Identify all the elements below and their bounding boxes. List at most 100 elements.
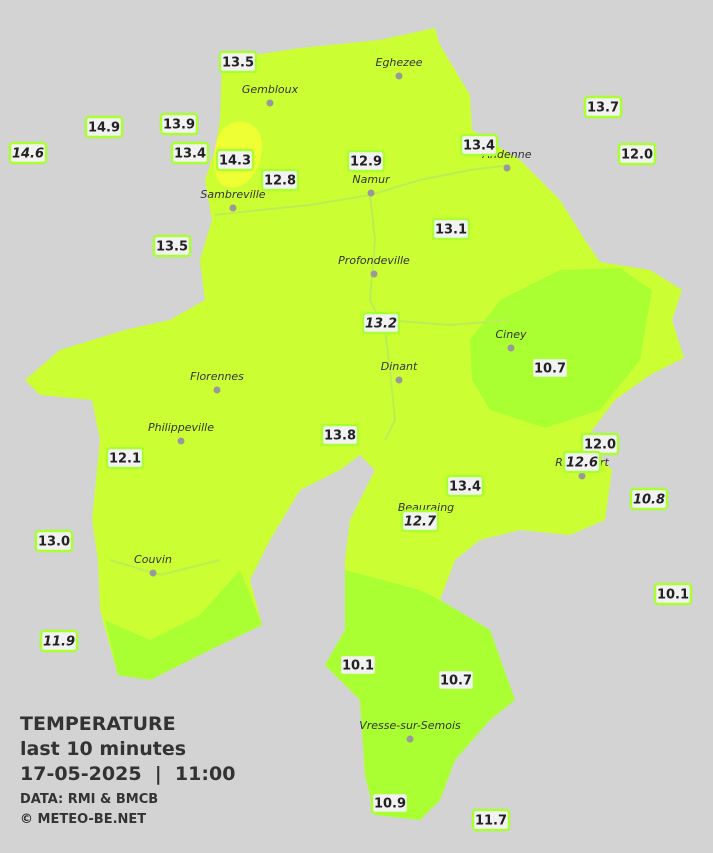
station-box xyxy=(338,653,378,677)
city-label: Ciney xyxy=(496,328,527,341)
station-value: 12.1 xyxy=(109,452,141,467)
city-dot xyxy=(213,386,221,394)
station-value: 13.4 xyxy=(463,139,495,154)
station-value: 13.5 xyxy=(156,240,188,255)
station: 13.1 xyxy=(431,217,471,241)
station-value: 13.4 xyxy=(174,147,206,162)
station: 12.6 xyxy=(562,450,602,474)
city-dot xyxy=(395,376,403,384)
station: 13.7 xyxy=(583,95,623,119)
station-value: 12.8 xyxy=(264,174,296,189)
station-value: 10.1 xyxy=(342,659,374,674)
city-label: Sambreville xyxy=(200,188,265,201)
station: 10.1 xyxy=(338,653,378,677)
station-value: 10.9 xyxy=(374,797,406,812)
station: 13.5 xyxy=(152,234,192,258)
station-value: 13.7 xyxy=(587,101,619,116)
city-dot xyxy=(149,569,157,577)
station-box xyxy=(159,112,199,136)
cooler-zone xyxy=(470,268,652,428)
station: 13.0 xyxy=(34,529,74,553)
station: 13.8 xyxy=(320,423,360,447)
station-value: 10.7 xyxy=(534,362,566,377)
station: 13.9 xyxy=(159,112,199,136)
station-value: 12.0 xyxy=(621,148,653,163)
station-value: 12.7 xyxy=(404,515,437,530)
station-box xyxy=(436,668,476,692)
station-box xyxy=(583,95,623,119)
city-label: Florennes xyxy=(190,370,244,383)
station-box xyxy=(346,149,386,173)
city-label: Philippeville xyxy=(148,421,214,434)
station: 12.1 xyxy=(105,446,145,470)
city-label: Dinant xyxy=(381,360,418,373)
station: 10.9 xyxy=(370,791,410,815)
station-value: 10.8 xyxy=(633,493,665,508)
station: 13.4 xyxy=(170,141,210,165)
city-dot xyxy=(507,344,515,352)
station-box xyxy=(617,142,657,166)
city-dot xyxy=(578,472,586,480)
station: 13.5 xyxy=(218,50,258,74)
station: 10.7 xyxy=(530,356,570,380)
city-dot xyxy=(503,164,511,172)
station-box xyxy=(320,423,360,447)
cooler-zone xyxy=(105,570,262,680)
station-value: 13.4 xyxy=(449,480,481,495)
station: 12.8 xyxy=(260,168,300,192)
station-box xyxy=(8,141,48,165)
station-value: 13.8 xyxy=(324,429,356,444)
station-box xyxy=(629,487,669,511)
station: 11.7 xyxy=(471,808,511,832)
station: 12.7 xyxy=(400,509,440,533)
station-value: 14.6 xyxy=(12,147,44,162)
station-value: 13.2 xyxy=(365,317,397,332)
station-box xyxy=(34,529,74,553)
legend-title: TEMPERATURE xyxy=(20,713,176,735)
station-box xyxy=(562,450,602,474)
station-box xyxy=(370,791,410,815)
station-value: 14.3 xyxy=(219,154,251,169)
city-label: Eghezee xyxy=(376,56,423,69)
station-box xyxy=(170,141,210,165)
station-value: 13.1 xyxy=(435,223,467,238)
station-value: 13.5 xyxy=(222,56,254,71)
city-dot xyxy=(395,72,403,80)
station: 14.6 xyxy=(8,141,48,165)
city-label: Profondeville xyxy=(338,254,410,267)
station: 13.2 xyxy=(361,311,401,335)
legend-datetime: 17-05-2025 | 11:00 xyxy=(20,763,235,785)
station-box xyxy=(218,50,258,74)
city-dot xyxy=(229,204,237,212)
station-box xyxy=(431,217,471,241)
station-value: 14.9 xyxy=(88,121,120,136)
station-box xyxy=(445,474,485,498)
city-label: Gembloux xyxy=(242,83,299,96)
station-box xyxy=(459,133,499,157)
station-value: 11.9 xyxy=(43,635,75,650)
station: 14.3 xyxy=(215,148,255,172)
city-dot xyxy=(370,270,378,278)
station-box xyxy=(215,148,255,172)
city-dot xyxy=(266,99,274,107)
station-box xyxy=(530,356,570,380)
station-value: 11.7 xyxy=(475,814,507,829)
station-value: 10.1 xyxy=(657,588,689,603)
city-dot xyxy=(367,189,375,197)
station-box xyxy=(471,808,511,832)
city-label: Vresse-sur-Semois xyxy=(359,719,461,732)
city-label: Couvin xyxy=(134,553,172,566)
legend-source: DATA: RMI & BMCB xyxy=(20,792,158,807)
station: 11.9 xyxy=(39,629,79,653)
station: 10.1 xyxy=(653,582,693,606)
station-value: 13.9 xyxy=(163,118,195,133)
legend: TEMPERATURE last 10 minutes 17-05-2025 |… xyxy=(20,713,235,827)
station-value: 12.9 xyxy=(350,155,382,170)
station-box xyxy=(361,311,401,335)
legend-subtitle: last 10 minutes xyxy=(20,738,186,760)
city-dot xyxy=(406,735,414,743)
station-box xyxy=(105,446,145,470)
station: 13.4 xyxy=(445,474,485,498)
